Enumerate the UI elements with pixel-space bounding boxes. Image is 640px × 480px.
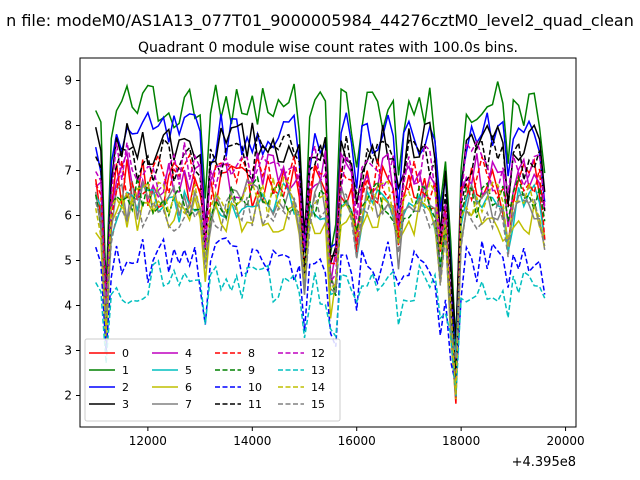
legend-label-12: 12 [311,347,325,360]
x-tick-label: 14000 [233,434,271,448]
y-axis: 2 3 4 5 6 7 8 9 [64,74,80,403]
y-tick-label: 6 [64,209,72,223]
legend-label-0: 0 [122,347,129,360]
series-layer [94,81,546,404]
series-line-2 [94,110,546,384]
y-tick-label: 2 [64,389,72,403]
legend-label-5: 5 [185,364,192,377]
x-tick-label: 16000 [338,434,376,448]
series-line-10 [94,237,546,386]
legend-label-3: 3 [122,398,129,411]
x-tick-label: 20000 [546,434,584,448]
y-tick-label: 8 [64,119,72,133]
legend-frame [84,338,341,422]
y-tick-label: 5 [64,254,72,268]
series-line-8 [95,152,546,398]
series-line-9 [94,174,546,370]
legend-label-7: 7 [185,398,192,411]
legend-label-14: 14 [311,381,325,394]
chart-title: Quadrant 0 module wise count rates with … [138,40,518,56]
y-tick-label: 4 [64,299,72,313]
legend-label-8: 8 [248,347,255,360]
x-tick-label: 18000 [442,434,480,448]
legend-label-11: 11 [248,398,262,411]
series-line-12 [95,139,546,395]
series-line-3 [94,121,546,339]
legend-label-2: 2 [122,381,129,394]
series-line-15 [94,190,546,359]
legend-label-10: 10 [248,381,262,394]
legend-label-13: 13 [311,364,325,377]
legend-label-1: 1 [122,364,129,377]
y-tick-label: 3 [64,344,72,358]
series-line-11 [95,133,546,389]
y-tick-label: 7 [64,164,72,178]
y-tick-label: 9 [64,74,72,88]
figure-suptitle: n file: modeM0/AS1A13_077T01_9000005984_… [6,11,634,31]
series-line-1 [95,81,546,349]
x-axis: 12000 14000 16000 18000 20000 [129,427,585,448]
x-tick-label: 12000 [129,434,167,448]
legend-label-9: 9 [248,364,255,377]
legend-label-15: 15 [311,398,325,411]
legend-label-4: 4 [185,347,192,360]
series-line-14 [94,175,546,395]
legend-label-6: 6 [185,381,192,394]
plot-frame [79,57,577,428]
series-line-13 [95,259,546,397]
x-offset-label: +4.395e8 [512,455,576,470]
